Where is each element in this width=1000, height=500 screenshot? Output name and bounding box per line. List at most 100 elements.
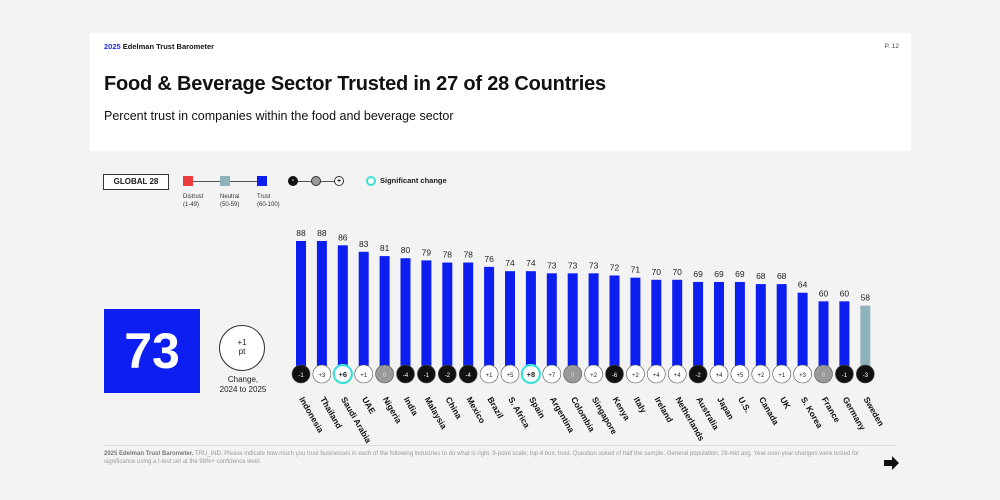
bar (316, 241, 327, 366)
bar (651, 279, 662, 366)
value-label: 81 (380, 243, 390, 253)
global-change-caption: Change, 2024 to 2025 (208, 375, 278, 395)
category-label: UAE (360, 395, 378, 416)
category-label: China (444, 395, 465, 421)
category-label: UK (778, 395, 793, 411)
change-label: -1 (842, 373, 848, 379)
change-marker (458, 364, 478, 384)
change-label: +2 (590, 373, 598, 379)
value-label: 73 (589, 260, 599, 270)
significant-change-label: Significant change (380, 176, 447, 185)
change-marker (520, 363, 542, 385)
next-page-arrow-icon[interactable] (882, 454, 900, 472)
change-marker (417, 364, 436, 384)
bar (546, 273, 557, 366)
global-change-value: +1 (237, 338, 247, 347)
category-label: Nigeria (381, 395, 404, 425)
change-marker (563, 364, 583, 384)
footer-source: 2025 Edelman Trust Barometer. (104, 451, 194, 457)
value-label: 79 (422, 247, 432, 257)
bar (693, 281, 704, 366)
bar (463, 262, 474, 366)
change-marker (605, 364, 624, 384)
change-marker (437, 364, 457, 384)
bar (755, 284, 766, 366)
page-subtitle: Percent trust in companies within the fo… (104, 109, 454, 123)
bar (525, 271, 536, 366)
bar (567, 273, 578, 366)
change-marker (584, 364, 603, 384)
bar (442, 262, 453, 366)
change-marker (688, 364, 708, 384)
value-label: 74 (526, 258, 536, 268)
bar (337, 245, 348, 366)
category-label: France (820, 395, 843, 424)
value-label: 69 (693, 269, 703, 279)
value-label: 72 (610, 262, 620, 272)
change-label: 0 (383, 373, 387, 379)
change-neutral-icon (311, 176, 321, 186)
value-label: 71 (631, 265, 641, 275)
change-label: +4 (653, 373, 661, 379)
change-marker (730, 364, 750, 384)
change-label: +8 (527, 370, 536, 379)
bar (672, 279, 683, 366)
footer-text: TRU_IND. Please indicate how much you tr… (104, 451, 859, 465)
value-label: 58 (861, 293, 871, 303)
value-label: 74 (505, 258, 515, 268)
global-change-caption-line1: Change, (227, 375, 259, 384)
bar (734, 281, 745, 366)
category-label: U.S. (736, 395, 753, 414)
change-label: +1 (486, 373, 494, 379)
change-label: +6 (339, 370, 348, 379)
bar (421, 260, 432, 366)
change-label: +3 (799, 373, 807, 379)
bar (505, 271, 515, 366)
change-label: +7 (548, 373, 556, 379)
change-marker (751, 364, 771, 384)
category-label: Ireland (653, 395, 676, 424)
change-label: +4 (674, 373, 682, 379)
brand-name: Edelman Trust Barometer (122, 42, 215, 51)
header-card: 2025 Edelman Trust Barometer P. 12 Food … (90, 33, 911, 151)
change-marker (814, 364, 833, 384)
change-label: +2 (632, 373, 640, 379)
change-label: -4 (403, 373, 409, 379)
change-marker (646, 364, 666, 384)
bar (714, 281, 724, 366)
change-label: +5 (507, 373, 515, 379)
change-marker (500, 364, 520, 384)
legend: GLOBAL 28 Distrust (1-49) Neutral (50-59… (103, 172, 463, 217)
change-label: -1 (298, 373, 304, 379)
brand-year: 2025 (104, 42, 121, 51)
change-label: -4 (466, 373, 472, 379)
trust-range: (60-100) (257, 202, 280, 208)
neutral-range: (50-59) (220, 202, 240, 208)
value-label: 86 (338, 232, 348, 242)
global-change-badge: +1 pt (219, 325, 265, 371)
page-number: P. 12 (884, 43, 899, 50)
global-label: GLOBAL 28 (103, 174, 169, 190)
change-label: 0 (822, 373, 826, 379)
change-marker (793, 364, 812, 384)
distrust-label: Distrust (183, 194, 204, 200)
change-label: 0 (571, 373, 575, 379)
neutral-label: Neutral (220, 194, 240, 200)
category-label: Kenya (611, 395, 633, 422)
trust-legend-label: Trust (60-100) (257, 193, 280, 209)
category-label: Brazil (485, 395, 505, 420)
value-label: 88 (317, 228, 327, 238)
global-change-unit: pt (238, 347, 246, 356)
change-marker (396, 364, 415, 384)
bar (797, 292, 808, 366)
change-marker (835, 364, 854, 384)
neutral-legend-label: Neutral (50-59) (220, 193, 239, 209)
page-title: Food & Beverage Sector Trusted in 27 of … (104, 73, 606, 95)
change-increase-icon: + (334, 176, 344, 186)
bar (609, 275, 620, 366)
footer-divider (104, 445, 897, 446)
change-label: -1 (424, 373, 430, 379)
change-label: +1 (360, 373, 368, 379)
bar (379, 256, 390, 366)
change-marker (626, 364, 645, 384)
